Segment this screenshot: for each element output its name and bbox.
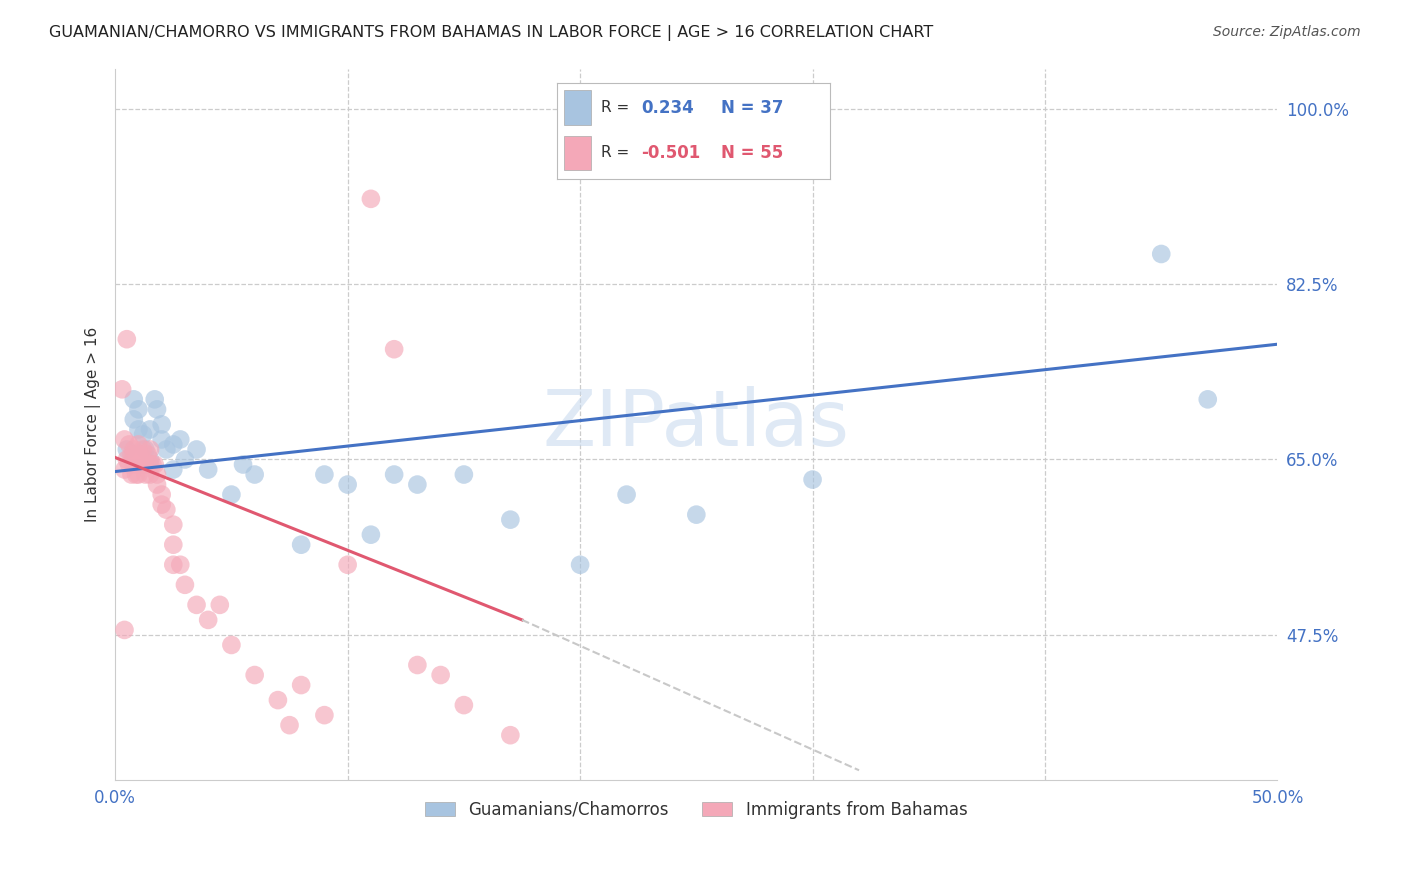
Point <box>162 462 184 476</box>
Point <box>499 728 522 742</box>
Point <box>139 422 162 436</box>
Point <box>169 558 191 572</box>
Point <box>121 448 143 462</box>
Point <box>141 458 163 472</box>
Point <box>162 437 184 451</box>
Point <box>406 477 429 491</box>
Point <box>127 422 149 436</box>
Point <box>1150 247 1173 261</box>
Point <box>336 558 359 572</box>
Legend: Guamanians/Chamorros, Immigrants from Bahamas: Guamanians/Chamorros, Immigrants from Ba… <box>419 794 974 825</box>
Point <box>336 477 359 491</box>
Point <box>267 693 290 707</box>
Point <box>115 452 138 467</box>
Point <box>1197 392 1219 407</box>
Point <box>290 678 312 692</box>
Point <box>174 452 197 467</box>
Point <box>134 442 156 457</box>
Point <box>132 427 155 442</box>
Point <box>569 558 592 572</box>
Point <box>360 192 382 206</box>
Point <box>243 668 266 682</box>
Point <box>127 402 149 417</box>
Point <box>134 467 156 482</box>
Point <box>174 578 197 592</box>
Point <box>146 467 169 482</box>
Point <box>162 558 184 572</box>
Point <box>162 517 184 532</box>
Point <box>453 698 475 712</box>
Point <box>146 477 169 491</box>
Point <box>118 437 141 451</box>
Point <box>499 513 522 527</box>
Point <box>314 467 336 482</box>
Point <box>221 487 243 501</box>
Point <box>150 417 173 432</box>
Point <box>169 433 191 447</box>
Text: ZIPatlas: ZIPatlas <box>543 386 849 462</box>
Point <box>122 412 145 426</box>
Point <box>139 442 162 457</box>
Point <box>801 473 824 487</box>
Point <box>114 462 136 476</box>
Point <box>132 458 155 472</box>
Point <box>197 462 219 476</box>
Point <box>146 402 169 417</box>
Point <box>122 442 145 457</box>
Point <box>115 332 138 346</box>
Point <box>155 442 177 457</box>
Point <box>155 502 177 516</box>
Point <box>150 487 173 501</box>
Point <box>114 433 136 447</box>
Point <box>134 458 156 472</box>
Point <box>314 708 336 723</box>
Point <box>406 658 429 673</box>
Point <box>243 467 266 482</box>
Point <box>118 458 141 472</box>
Point <box>111 382 134 396</box>
Point <box>139 452 162 467</box>
Point <box>221 638 243 652</box>
Point <box>150 433 173 447</box>
Point <box>208 598 231 612</box>
Text: Source: ZipAtlas.com: Source: ZipAtlas.com <box>1213 25 1361 39</box>
Point <box>382 467 405 482</box>
Point <box>186 598 208 612</box>
Point <box>132 442 155 457</box>
Point <box>115 442 138 457</box>
Point <box>162 538 184 552</box>
Point <box>127 458 149 472</box>
Point <box>360 527 382 541</box>
Point <box>197 613 219 627</box>
Point <box>143 458 166 472</box>
Point <box>129 448 152 462</box>
Point <box>150 498 173 512</box>
Point <box>382 343 405 357</box>
Point <box>127 437 149 451</box>
Point <box>127 467 149 482</box>
Point <box>122 392 145 407</box>
Point <box>127 448 149 462</box>
Point <box>125 467 148 482</box>
Point <box>685 508 707 522</box>
Point <box>139 467 162 482</box>
Point <box>114 623 136 637</box>
Point <box>429 668 451 682</box>
Point <box>139 458 162 472</box>
Point <box>143 392 166 407</box>
Point <box>278 718 301 732</box>
Point <box>186 442 208 457</box>
Point <box>232 458 254 472</box>
Point <box>122 448 145 462</box>
Point <box>121 467 143 482</box>
Y-axis label: In Labor Force | Age > 16: In Labor Force | Age > 16 <box>86 326 101 522</box>
Point <box>122 458 145 472</box>
Point <box>290 538 312 552</box>
Point <box>136 448 159 462</box>
Text: GUAMANIAN/CHAMORRO VS IMMIGRANTS FROM BAHAMAS IN LABOR FORCE | AGE > 16 CORRELAT: GUAMANIAN/CHAMORRO VS IMMIGRANTS FROM BA… <box>49 25 934 41</box>
Point <box>616 487 638 501</box>
Point <box>453 467 475 482</box>
